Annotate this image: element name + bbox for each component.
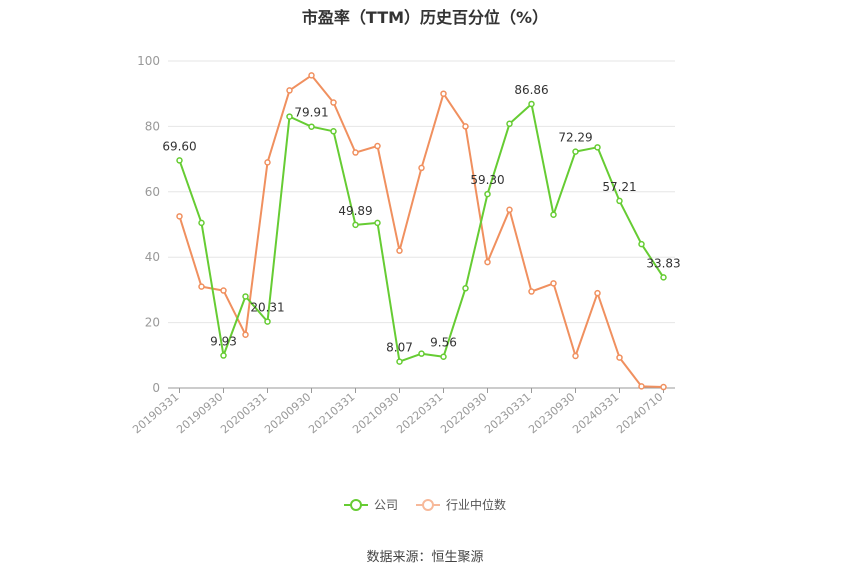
- data-point-company: [242, 293, 249, 300]
- data-point-company: [484, 190, 491, 198]
- data-point-company: [440, 353, 447, 360]
- data-point-industry: [550, 280, 557, 287]
- data-label: 9.93: [210, 335, 237, 349]
- data-point-company: [418, 350, 425, 357]
- series-line-industry: [178, 74, 664, 388]
- x-tick-label: 20200930: [262, 390, 313, 436]
- data-point-industry: [176, 213, 183, 220]
- legend-item-industry[interactable]: 行业中位数: [416, 496, 506, 513]
- y-tick-label: 100: [137, 54, 160, 68]
- data-label: 86.86: [514, 83, 548, 97]
- data-point-industry: [638, 383, 645, 390]
- data-point-company: [396, 358, 403, 365]
- data-point-company: [176, 157, 183, 164]
- data-label: 72.29: [558, 131, 592, 145]
- data-point-industry: [220, 287, 227, 294]
- data-point-company: [638, 240, 645, 248]
- x-tick-label: 20210331: [306, 390, 357, 436]
- data-point-industry: [396, 247, 403, 254]
- data-point-industry: [660, 383, 667, 391]
- data-label: 8.07: [386, 341, 413, 355]
- legend-swatch-industry: [416, 498, 440, 512]
- y-tick-label: 60: [145, 185, 160, 199]
- x-tick-label: 20220930: [438, 390, 489, 436]
- data-point-company: [616, 197, 623, 205]
- legend-item-company[interactable]: 公司: [343, 496, 398, 513]
- data-point-industry: [616, 354, 623, 361]
- data-point-industry: [308, 72, 315, 79]
- data-point-industry: [198, 283, 205, 290]
- data-point-company: [352, 221, 359, 229]
- data-point-industry: [440, 90, 447, 97]
- x-tick-label: 20200331: [218, 390, 269, 436]
- data-source: 数据来源：恒生聚源: [366, 550, 484, 565]
- x-tick-label: 20210930: [350, 390, 401, 436]
- data-point-industry: [506, 206, 513, 214]
- chart-title: 市盈率（TTM）历史百分位（%）: [301, 8, 549, 27]
- data-point-industry: [594, 289, 601, 297]
- legend-swatch-company: [343, 498, 368, 512]
- data-point-industry: [374, 142, 381, 150]
- data-label: 59.30: [470, 173, 504, 187]
- legend-label-industry: 行业中位数: [446, 498, 507, 512]
- data-label: 79.91: [294, 106, 328, 120]
- data-point-industry: [484, 258, 491, 266]
- data-point-company: [264, 318, 271, 325]
- data-point-company: [528, 100, 535, 108]
- data-label: 33.83: [646, 256, 680, 270]
- data-label: 69.60: [162, 139, 196, 153]
- data-label: 49.89: [338, 204, 372, 218]
- data-point-company: [286, 113, 293, 120]
- data-point-company: [198, 219, 205, 227]
- data-point-industry: [286, 87, 293, 94]
- x-tick-label: 20230930: [526, 390, 577, 436]
- data-point-company: [594, 144, 601, 151]
- y-tick-label: 20: [145, 316, 160, 330]
- x-tick-label: 20240331: [570, 390, 621, 436]
- data-point-industry: [462, 123, 469, 130]
- data-point-industry: [418, 164, 425, 172]
- legend: 公司 行业中位数: [0, 496, 850, 513]
- data-point-industry: [264, 159, 271, 166]
- data-point-company: [572, 148, 579, 155]
- data-label: 20.31: [250, 301, 284, 315]
- y-tick-label: 80: [145, 119, 160, 133]
- data-label: 57.21: [602, 180, 636, 194]
- data-point-company: [462, 285, 469, 292]
- data-point-industry: [528, 288, 535, 295]
- data-label: 9.56: [430, 336, 457, 350]
- data-point-industry: [330, 99, 337, 106]
- legend-label-company: 公司: [373, 498, 398, 512]
- y-tick-label: 40: [145, 250, 160, 264]
- data-point-company: [550, 211, 557, 218]
- data-point-industry: [242, 331, 249, 338]
- data-point-company: [660, 274, 667, 281]
- x-tick-label: 20190930: [174, 390, 225, 436]
- x-tick-label: 20220331: [394, 390, 445, 436]
- data-point-industry: [572, 352, 579, 360]
- data-point-company: [308, 123, 315, 130]
- x-tick-label: 20190331: [130, 390, 181, 436]
- y-tick-label: 0: [152, 381, 160, 395]
- data-point-company: [374, 219, 381, 227]
- data-point-industry: [352, 149, 359, 156]
- x-tick-label: 20230331: [482, 390, 533, 436]
- x-tick-label: 20240710: [614, 390, 665, 436]
- data-point-company: [220, 352, 227, 359]
- data-point-company: [330, 128, 337, 135]
- data-point-company: [506, 120, 513, 128]
